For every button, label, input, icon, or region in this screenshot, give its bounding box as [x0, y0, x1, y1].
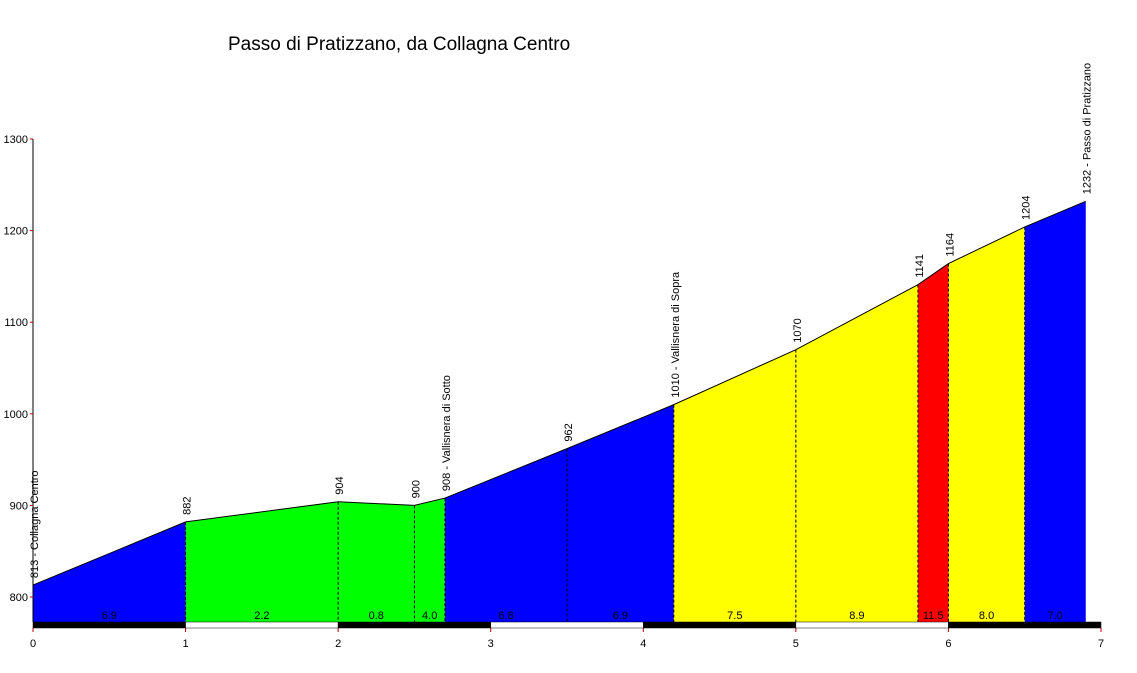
profile-segment [185, 501, 339, 622]
point-label: 1070 [792, 318, 804, 342]
x-tick-label: 1 [183, 638, 189, 650]
point-label: 900 [410, 480, 422, 498]
x-tick-label: 4 [640, 638, 646, 650]
gradient-label: 0.8 [369, 610, 384, 622]
km-bar-block [185, 621, 339, 629]
gradient-label: 6.9 [102, 610, 117, 622]
point-label: 904 [334, 476, 346, 494]
x-tick-label: 0 [30, 638, 36, 650]
y-tick-label: 800 [10, 592, 28, 604]
profile-segment [917, 263, 949, 622]
y-tick-label: 1200 [4, 226, 28, 238]
profile-segment [414, 498, 445, 622]
gradient-label: 4.0 [422, 610, 437, 622]
profile-line [32, 200, 1086, 586]
chart-title: Passo di Pratizzano, da Collagna Centro [228, 34, 571, 55]
axes: 800 900 1000 1100 1200 1300 0 1 2 3 4 5 6 7 [4, 134, 1105, 650]
x-tick-label: 2 [335, 638, 341, 650]
profile-outline [32, 200, 1086, 586]
gradient-label: 6.8 [498, 610, 513, 622]
profile-segment [1024, 201, 1086, 622]
profile-segment [33, 521, 186, 622]
km-bar-block [490, 621, 644, 629]
km-bar-block [32, 621, 186, 629]
y-tick-label: 1100 [4, 317, 28, 329]
gradient-label: 7.0 [1048, 610, 1063, 622]
x-tick-label: 7 [1098, 638, 1104, 650]
gradient-label: 6.9 [613, 610, 628, 622]
y-tick-label: 1300 [4, 134, 28, 146]
segment-dividers [185, 226, 1026, 622]
profile-segment [673, 349, 796, 622]
profile-segment [567, 404, 674, 622]
profile-segment [948, 226, 1025, 622]
labels: 6.9 2.2 0.8 4.0 6.8 6.9 7.5 8.9 11.5 8.0 7.0 813 - … [29, 63, 1094, 622]
point-label: 813 - Collagna Centro [29, 470, 41, 578]
point-label: 1164 [944, 233, 956, 257]
gradient-label: 8.9 [849, 610, 864, 622]
gradient-label: 11.5 [923, 610, 944, 622]
gradient-label: 2.2 [254, 610, 269, 622]
profile-segments [33, 201, 1086, 622]
point-label: 1204 [1021, 195, 1033, 219]
gradient-label: 7.5 [727, 610, 742, 622]
point-label: 1141 [914, 254, 926, 278]
km-bar-block [337, 621, 491, 629]
x-tick-label: 3 [488, 638, 494, 650]
point-label: 962 [563, 423, 575, 441]
profile-segment [338, 501, 415, 622]
profile-segment [444, 448, 567, 622]
x-tick-label: 6 [945, 638, 951, 650]
profile-segment [795, 284, 918, 622]
x-tick-label: 5 [793, 638, 799, 650]
y-tick-label: 1000 [4, 409, 28, 421]
point-label: 1010 - Vallisnera di Sopra [670, 271, 682, 398]
point-label: 908 - Vallisnera di Sotto [441, 375, 453, 491]
km-bar-block [795, 621, 949, 629]
y-tick-label: 900 [10, 500, 28, 512]
km-bar-block [948, 621, 1102, 629]
km-bar [32, 621, 1102, 629]
point-label: 1232 - Passo di Pratizzano [1082, 63, 1094, 194]
gradient-label: 8.0 [979, 610, 994, 622]
point-label: 882 [182, 497, 194, 515]
km-bar-block [643, 621, 797, 629]
